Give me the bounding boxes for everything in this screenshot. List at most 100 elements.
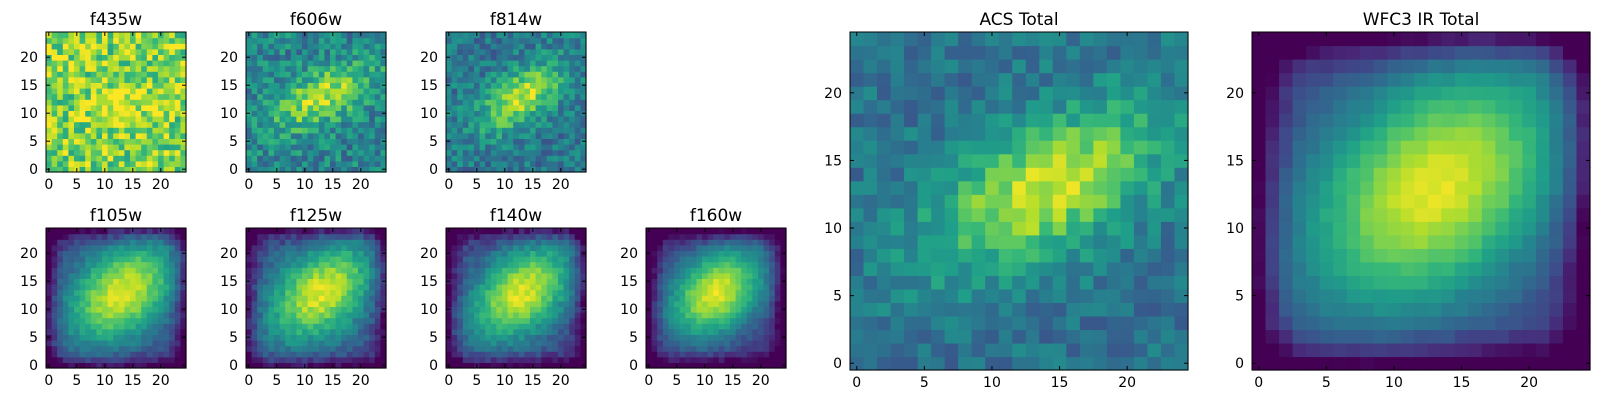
heatmap-cell (158, 328, 165, 335)
heatmap-cell (735, 228, 742, 235)
heatmap-cell (118, 233, 125, 240)
heatmap-cell (352, 356, 359, 363)
heatmap-cell (1025, 275, 1040, 290)
heatmap-cell (674, 334, 681, 341)
heatmap-cell (290, 244, 297, 251)
heatmap-cell (130, 284, 137, 291)
heatmap-cell (524, 144, 531, 151)
heatmap-cell (552, 228, 559, 235)
heatmap-cell (358, 149, 365, 156)
heatmap-cell (513, 88, 520, 95)
heatmap-cell (696, 345, 703, 352)
heatmap-cell (290, 300, 297, 307)
heatmap-cell (518, 93, 525, 100)
heatmap-cell (574, 65, 581, 72)
heatmap-cell (502, 340, 509, 347)
heatmap-cell (552, 244, 559, 251)
heatmap-cell (279, 54, 286, 61)
heatmap-cell (496, 60, 503, 67)
heatmap-cell (735, 340, 742, 347)
heatmap-cell (462, 48, 469, 55)
heatmap-cell (1079, 167, 1094, 182)
heatmap-cell (457, 228, 464, 235)
heatmap-cell (1039, 207, 1054, 222)
heatmap-cell (130, 121, 137, 128)
heatmap-cell (130, 272, 137, 279)
heatmap-cell (685, 261, 692, 268)
heatmap-cell (62, 351, 69, 358)
heatmap-cell (507, 233, 514, 240)
heatmap-cell (118, 256, 125, 263)
heatmap-cell (51, 250, 58, 257)
heatmap-cell (358, 71, 365, 78)
heatmap-cell (135, 356, 142, 363)
heatmap-cell (451, 37, 458, 44)
heatmap-cell (774, 306, 781, 313)
heatmap-cell (679, 362, 686, 369)
heatmap-cell (780, 267, 787, 274)
heatmap-cell (169, 328, 176, 335)
heatmap-cell (457, 116, 464, 123)
heatmap-cell (158, 71, 165, 78)
heatmap-cell (296, 155, 303, 162)
heatmap-cell (262, 166, 269, 173)
x-tick-label: 15 (524, 177, 542, 193)
heatmap-cell (102, 116, 109, 123)
heatmap-cell (468, 233, 475, 240)
heatmap-cell (169, 71, 176, 78)
heatmap-cell (158, 250, 165, 257)
heatmap-cell (318, 272, 325, 279)
heatmap-cell (251, 289, 258, 296)
heatmap-cell (68, 261, 75, 268)
heatmap-cell (890, 261, 905, 276)
heatmap-cell (90, 99, 97, 106)
heatmap-cell (296, 278, 303, 285)
heatmap-cell (124, 362, 131, 369)
heatmap-cell (774, 239, 781, 246)
heatmap-cell (580, 340, 587, 347)
heatmap-cell (574, 144, 581, 151)
heatmap-cell (335, 233, 342, 240)
heatmap-cell (141, 306, 148, 313)
heatmap-cell (246, 289, 253, 296)
heatmap-cell (113, 166, 120, 173)
heatmap-cell (569, 116, 576, 123)
y-tick-label: 0 (229, 358, 238, 374)
heatmap-cell (146, 261, 153, 268)
heatmap-cell (279, 48, 286, 55)
heatmap-cell (302, 37, 309, 44)
heatmap-cell (163, 312, 170, 319)
heatmap-cell (163, 121, 170, 128)
heatmap-cell (662, 345, 669, 352)
heatmap-cell (74, 138, 81, 145)
heatmap-cell (279, 362, 286, 369)
heatmap-cell (546, 48, 553, 55)
heatmap-cell (130, 54, 137, 61)
heatmap-cell (485, 278, 492, 285)
heatmap-cell (518, 132, 525, 139)
heatmap-cell (535, 267, 542, 274)
heatmap-cell (302, 76, 309, 83)
heatmap-cell (763, 278, 770, 285)
heatmap-cell (685, 267, 692, 274)
heatmap-cell (530, 328, 537, 335)
heatmap-cell (518, 54, 525, 61)
heatmap-cell (135, 284, 142, 291)
heatmap-cell (330, 351, 337, 358)
heatmap-cell (302, 334, 309, 341)
heatmap-cell (79, 250, 86, 257)
heatmap-cell (180, 132, 187, 139)
heatmap-cell (718, 250, 725, 257)
heatmap-cell (513, 345, 520, 352)
heatmap-cell (313, 233, 320, 240)
heatmap-cell (1093, 302, 1108, 317)
heatmap-cell (685, 328, 692, 335)
heatmap-cell (346, 144, 353, 151)
heatmap-cell (363, 104, 370, 111)
heatmap-cell (552, 250, 559, 257)
heatmap-cell (479, 272, 486, 279)
heatmap-cell (451, 32, 458, 39)
heatmap-cell (530, 43, 537, 50)
heatmap-cell (96, 267, 103, 274)
heatmap-cell (296, 37, 303, 44)
